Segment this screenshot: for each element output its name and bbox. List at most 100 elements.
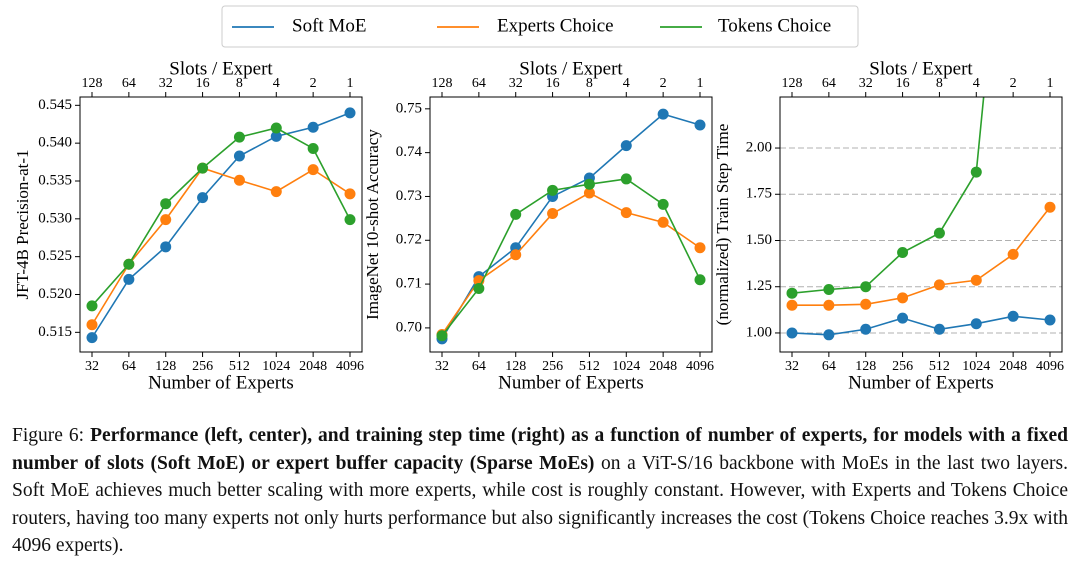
marker: [694, 242, 706, 254]
x2-tick-label: 1: [347, 76, 354, 91]
x2-tick-label: 64: [122, 76, 136, 91]
x2-tick-label: 64: [822, 76, 836, 91]
marker: [233, 131, 245, 143]
x2-tick-label: 4: [973, 76, 980, 91]
marker: [160, 241, 172, 253]
x2-tick-label: 128: [82, 76, 103, 91]
marker: [970, 166, 982, 178]
marker: [583, 187, 595, 199]
marker: [86, 319, 98, 331]
x-tick-label: 32: [85, 359, 99, 374]
marker: [620, 173, 632, 185]
x2-tick-label: 8: [936, 76, 943, 91]
y-tick-label: 0.71: [396, 276, 422, 292]
marker: [197, 162, 209, 174]
marker: [436, 330, 448, 342]
series-line: [441, 178, 701, 337]
caption-text: Performance (left, center), and training…: [12, 425, 1073, 474]
x-tick-label: 1024: [962, 359, 990, 374]
marker: [823, 283, 835, 295]
x-tick-label: 256: [192, 359, 213, 374]
y-tick-label: 0.75: [396, 100, 422, 116]
plot-area: [436, 108, 706, 345]
x-tick-label: 512: [229, 359, 250, 374]
axes-frame: [429, 96, 713, 353]
x-tick-label: 512: [929, 359, 950, 374]
marker: [473, 282, 485, 294]
marker: [823, 329, 835, 341]
marker: [510, 208, 522, 220]
legend-label: Experts Choice: [497, 15, 614, 36]
marker: [620, 140, 632, 152]
marker: [547, 184, 559, 196]
y-tick-label: 1.00: [746, 324, 772, 340]
x2-tick-label: 32: [509, 76, 523, 91]
marker: [933, 227, 945, 239]
x-axis-label: Number of Experts: [148, 372, 294, 393]
axes-frame: [79, 96, 363, 353]
x-axis-label: Number of Experts: [848, 372, 994, 393]
plot-area: [86, 107, 356, 344]
marker: [307, 121, 319, 133]
y-tick-label: 0.74: [396, 144, 423, 160]
plot-area: [786, 97, 1056, 341]
x-tick-label: 1024: [262, 359, 290, 374]
axes-frame: [779, 96, 1063, 353]
x2-tick-label: 4: [273, 76, 280, 91]
marker: [1044, 314, 1056, 326]
x-tick-label: 2048: [649, 359, 677, 374]
marker: [510, 249, 522, 261]
x2-tick-label: 32: [159, 76, 173, 91]
x2-tick-label: 2: [660, 76, 667, 91]
marker: [1007, 310, 1019, 322]
x-tick-label: 2048: [299, 359, 327, 374]
marker: [786, 299, 798, 311]
marker: [657, 198, 669, 210]
y-tick-label: 0.520: [38, 286, 72, 302]
series-line: [441, 192, 701, 335]
x-tick-label: 256: [542, 359, 563, 374]
marker: [860, 323, 872, 335]
legend-label: Tokens Choice: [718, 15, 831, 36]
y-tick-label: 1.50: [746, 232, 772, 248]
x-tick-label: 4096: [1036, 359, 1064, 374]
marker: [344, 214, 356, 226]
figure: 0.515 0.520 0.525 0.530 0.535 0.540 0.545 32 64 1…: [13, 5, 1064, 393]
marker: [970, 318, 982, 330]
marker: [583, 178, 595, 190]
marker: [1044, 201, 1056, 213]
x2-tick-label: 2: [310, 76, 317, 91]
x-tick-label: 64: [822, 359, 836, 374]
marker: [270, 122, 282, 134]
marker: [160, 214, 172, 226]
caption-text: on a ViT-S/16 backbone with MoEs in the …: [12, 452, 1073, 557]
x-tick-label: 4096: [686, 359, 714, 374]
caption-text: Figure 6:: [12, 425, 91, 446]
x2-tick-label: 1: [1047, 76, 1054, 91]
marker: [897, 247, 909, 259]
marker: [823, 299, 835, 311]
marker: [860, 281, 872, 293]
y-tick-label: 0.73: [396, 188, 422, 204]
x2-tick-label: 8: [586, 76, 593, 91]
x-tick-label: 128: [505, 359, 526, 374]
x-tick-label: 64: [472, 359, 486, 374]
x2-axis-label: Slots / Expert: [519, 58, 623, 79]
x2-axis-label: Slots / Expert: [869, 58, 973, 79]
x2-tick-label: 16: [896, 76, 910, 91]
x-tick-label: 256: [892, 359, 913, 374]
series-line: [91, 112, 351, 339]
marker: [786, 327, 798, 339]
y-tick-label: 2.00: [746, 139, 772, 155]
marker: [620, 207, 632, 219]
x-tick-label: 32: [435, 359, 449, 374]
marker: [933, 279, 945, 291]
marker: [233, 174, 245, 186]
x-tick-label: 4096: [336, 359, 364, 374]
marker: [307, 164, 319, 176]
y-axis-label: (normalized) Train Step Time: [713, 124, 732, 326]
y-tick-label: 0.515: [38, 324, 72, 340]
marker: [123, 258, 135, 270]
x2-tick-label: 1: [697, 76, 704, 91]
